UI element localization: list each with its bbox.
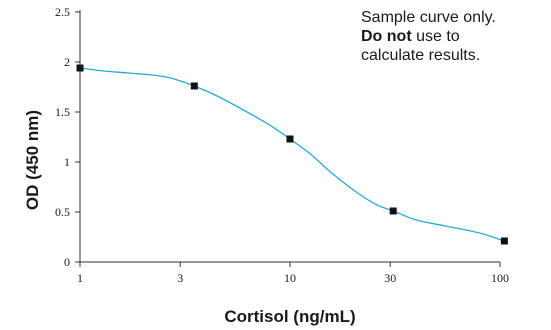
data-point-marker — [286, 135, 294, 143]
x-axis-title: Cortisol (ng/mL) — [224, 307, 355, 326]
y-axis-title: OD (450 nm) — [23, 110, 42, 210]
x-tick-label: 1 — [77, 271, 83, 285]
y-tick-label: 1.5 — [55, 105, 70, 119]
data-point-marker — [190, 82, 198, 90]
sample-curve-note: Sample curve only. Do not use to calcula… — [361, 8, 496, 65]
y-tick-label: 0 — [64, 255, 70, 269]
note-line-2-rest: use to — [411, 28, 460, 45]
data-point-marker — [76, 64, 84, 72]
y-tick-label: 0.5 — [55, 205, 70, 219]
y-tick-group: 0 0.5 1 1.5 2 2.5 — [55, 5, 80, 269]
note-line-2: Do not use to — [361, 27, 496, 46]
x-tick-group: 1 3 10 30 100 — [77, 262, 509, 285]
standard-curve-line — [79, 67, 505, 242]
data-point-marker — [389, 207, 397, 215]
y-tick-label: 1 — [64, 155, 70, 169]
note-line-3: calculate results. — [361, 47, 481, 64]
note-line-1: Sample curve only. — [361, 9, 496, 26]
x-tick-label: 10 — [284, 271, 296, 285]
x-tick-label: 100 — [491, 271, 509, 285]
note-emphasis: Do not — [361, 28, 412, 45]
data-point-marker — [500, 237, 508, 245]
y-tick-label: 2 — [64, 55, 70, 69]
y-tick-label: 2.5 — [55, 5, 70, 19]
x-tick-label: 3 — [177, 271, 183, 285]
series-group — [76, 64, 508, 245]
x-tick-label: 30 — [384, 271, 396, 285]
